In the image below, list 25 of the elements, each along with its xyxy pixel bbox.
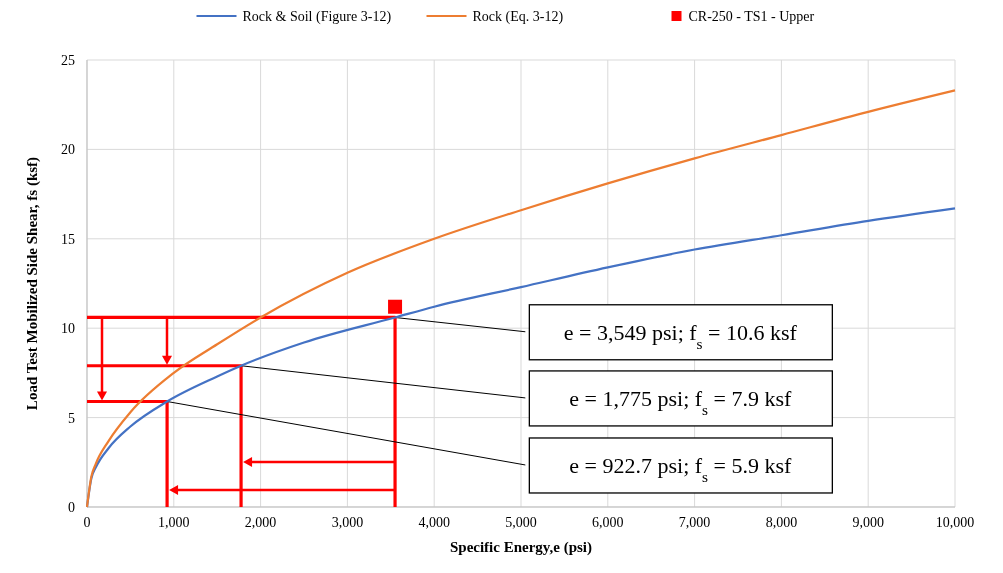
- y-tick-label: 15: [61, 231, 75, 247]
- legend-label: Rock & Soil (Figure 3-12): [242, 9, 392, 25]
- x-tick-label: 2,000: [244, 515, 277, 530]
- legend-label: CR-250 - TS1 - Upper: [688, 9, 815, 24]
- x-tick-label: 10,000: [935, 515, 975, 530]
- x-tick-label: 1,000: [158, 515, 190, 530]
- y-tick-label: 5: [68, 410, 75, 426]
- y-axis-title: Load Test Mobilized Side Shear, fs (ksf): [24, 156, 41, 411]
- x-tick-label: 4,000: [418, 515, 450, 530]
- x-tick-label: 6,000: [592, 515, 624, 530]
- y-tick-label: 10: [61, 321, 75, 337]
- x-tick-label: 9,000: [852, 515, 884, 530]
- x-tick-label: 5,000: [505, 515, 537, 530]
- x-tick-label: 0: [83, 515, 91, 530]
- legend-label: Rock (Eq. 3-12): [472, 9, 564, 25]
- y-tick-label: 20: [61, 142, 75, 158]
- annotation: e = 1,775 psi; f$_{s}$ = 7.9 ksf: [569, 385, 793, 418]
- y-tick-label: 0: [68, 500, 75, 515]
- annotation: e = 3,549 psi; f$_{s}$ = 10.6 ksf: [563, 319, 798, 352]
- x-tick-label: 3,000: [331, 515, 364, 530]
- y-tick-label: 25: [61, 53, 75, 68]
- x-tick-label: 8,000: [765, 515, 798, 530]
- x-tick-label: 7,000: [678, 515, 711, 530]
- x-axis-title: Specific Energy,e (psi): [449, 539, 593, 556]
- annotation: e = 922.7 psi; f$_{s}$ = 5.9 ksf: [569, 452, 793, 485]
